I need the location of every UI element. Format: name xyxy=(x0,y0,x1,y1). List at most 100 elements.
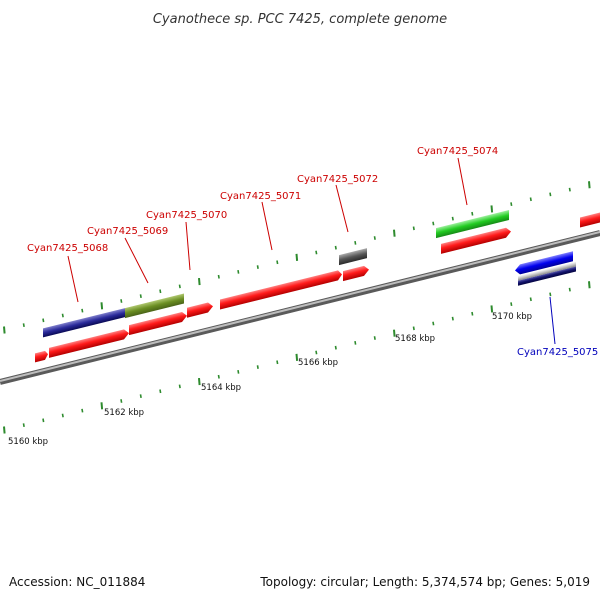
minor-tick xyxy=(315,350,318,355)
major-tick xyxy=(198,377,201,386)
minor-tick xyxy=(276,260,279,265)
scale-label: 5170 kbp xyxy=(492,312,532,322)
major-tick xyxy=(490,205,494,213)
genome-summary-text: Topology: circular; Length: 5,374,574 bp… xyxy=(259,575,590,589)
minor-tick xyxy=(139,294,142,298)
major-tick xyxy=(393,329,396,337)
minor-tick xyxy=(159,389,162,394)
cds-arrow[interactable] xyxy=(580,212,600,228)
feature-navy[interactable] xyxy=(43,308,125,338)
minor-tick xyxy=(529,197,532,202)
cds-arrow[interactable] xyxy=(187,301,213,318)
minor-tick xyxy=(373,336,376,340)
cds-arrow[interactable] xyxy=(441,227,511,254)
feature-green[interactable] xyxy=(436,210,509,239)
major-tick xyxy=(295,253,299,261)
minor-tick xyxy=(529,297,532,302)
minor-tick xyxy=(412,226,415,231)
minor-tick xyxy=(120,399,123,403)
minor-tick xyxy=(61,313,64,318)
minor-tick xyxy=(159,289,162,294)
minor-tick xyxy=(22,323,25,328)
minor-tick xyxy=(120,299,123,303)
minor-tick xyxy=(237,370,240,374)
minor-tick xyxy=(549,192,552,197)
minor-tick xyxy=(471,211,474,216)
minor-tick xyxy=(315,250,318,255)
minor-tick xyxy=(451,216,454,221)
scale-labels: 5160 kbp 5162 kbp 5164 kbp 5166 kbp 5168… xyxy=(8,312,532,447)
minor-tick xyxy=(432,321,435,326)
cds-arrow[interactable] xyxy=(129,311,187,336)
feature-olive[interactable] xyxy=(125,293,184,319)
cds-arrow[interactable] xyxy=(220,269,342,310)
gene-label[interactable]: Cyan7425_5070 xyxy=(146,210,227,221)
major-tick xyxy=(295,353,299,361)
minor-tick xyxy=(276,360,279,365)
major-tick xyxy=(3,326,6,334)
cds-arrow[interactable] xyxy=(343,265,369,282)
major-tick xyxy=(198,277,201,286)
gene-label[interactable]: Cyan7425_5071 xyxy=(220,191,301,202)
gene-label[interactable]: Cyan7425_5075 xyxy=(517,347,598,358)
major-tick xyxy=(588,281,591,289)
feature-blue-arrow[interactable] xyxy=(515,251,573,275)
minor-tick xyxy=(354,240,357,245)
minor-tick xyxy=(81,408,84,413)
major-tick xyxy=(490,305,494,313)
minor-tick xyxy=(217,274,220,279)
lower-features xyxy=(515,251,576,286)
minor-tick xyxy=(178,384,181,389)
minor-tick xyxy=(334,345,337,350)
minor-tick xyxy=(22,423,25,428)
feature-gray[interactable] xyxy=(339,248,367,266)
minor-tick xyxy=(256,265,259,269)
gene-label[interactable]: Cyan7425_5069 xyxy=(87,226,168,237)
map-title: Cyanothece sp. PCC 7425, complete genome xyxy=(153,12,447,27)
gene-label[interactable]: Cyan7425_5072 xyxy=(297,174,378,185)
minor-tick xyxy=(217,374,220,379)
major-tick xyxy=(3,426,6,434)
minor-tick xyxy=(568,187,571,192)
accession-text: Accession: NC_011884 xyxy=(9,575,145,589)
scale-label: 5162 kbp xyxy=(104,408,144,418)
upper-features xyxy=(43,210,509,338)
minor-tick xyxy=(549,292,552,297)
minor-tick xyxy=(471,311,474,316)
minor-tick xyxy=(81,308,84,313)
minor-tick xyxy=(42,418,45,423)
cds-arrow[interactable] xyxy=(35,350,48,363)
minor-tick xyxy=(61,413,64,418)
major-tick xyxy=(100,302,104,310)
minor-tick xyxy=(451,316,454,321)
minor-tick xyxy=(139,394,142,398)
scale-label: 5168 kbp xyxy=(395,334,435,344)
genome-backbone xyxy=(0,230,600,385)
outer-tick-row xyxy=(3,181,591,334)
feature-dark-navy[interactable] xyxy=(518,266,576,286)
gene-label[interactable]: Cyan7425_5068 xyxy=(27,243,108,254)
major-tick xyxy=(100,402,104,410)
scale-label: 5160 kbp xyxy=(8,437,48,447)
scale-label: 5164 kbp xyxy=(201,383,241,393)
gene-labels: Cyan7425_5068 Cyan7425_5069 Cyan7425_507… xyxy=(27,146,598,358)
minor-tick xyxy=(568,287,571,292)
minor-tick xyxy=(412,326,415,331)
gene-label[interactable]: Cyan7425_5074 xyxy=(417,146,498,157)
minor-tick xyxy=(432,221,435,226)
minor-tick xyxy=(510,202,513,206)
minor-tick xyxy=(334,245,337,250)
minor-tick xyxy=(256,365,259,369)
minor-tick xyxy=(178,284,181,289)
feature-silver[interactable] xyxy=(518,261,576,281)
leader-lines xyxy=(67,157,556,345)
major-tick xyxy=(588,181,591,189)
minor-tick xyxy=(42,318,45,323)
cds-features xyxy=(35,212,600,363)
cds-arrow[interactable] xyxy=(49,328,129,358)
minor-tick xyxy=(354,340,357,345)
major-tick xyxy=(393,229,396,237)
minor-tick xyxy=(373,236,376,240)
minor-tick xyxy=(237,270,240,274)
